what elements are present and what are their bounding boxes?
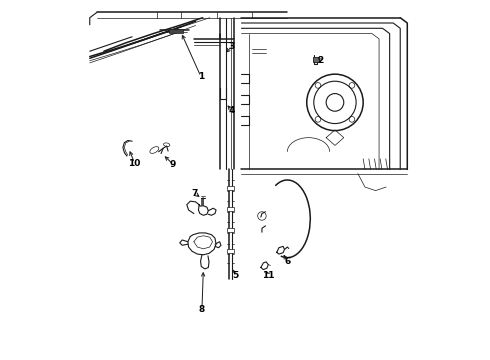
Text: 4: 4 [228, 105, 235, 114]
Text: 5: 5 [232, 271, 239, 280]
Text: 10: 10 [128, 158, 141, 167]
Text: 7: 7 [192, 189, 198, 198]
Text: 8: 8 [199, 305, 205, 314]
FancyBboxPatch shape [169, 29, 183, 32]
Text: 3: 3 [228, 42, 235, 51]
Text: 2: 2 [318, 55, 324, 64]
FancyBboxPatch shape [227, 207, 234, 211]
Text: 9: 9 [170, 159, 176, 168]
FancyBboxPatch shape [227, 186, 234, 190]
Text: 6: 6 [284, 257, 291, 266]
FancyBboxPatch shape [227, 228, 234, 232]
Text: 11: 11 [262, 271, 275, 280]
FancyBboxPatch shape [313, 57, 318, 62]
FancyBboxPatch shape [227, 249, 234, 253]
Text: 1: 1 [198, 72, 204, 81]
